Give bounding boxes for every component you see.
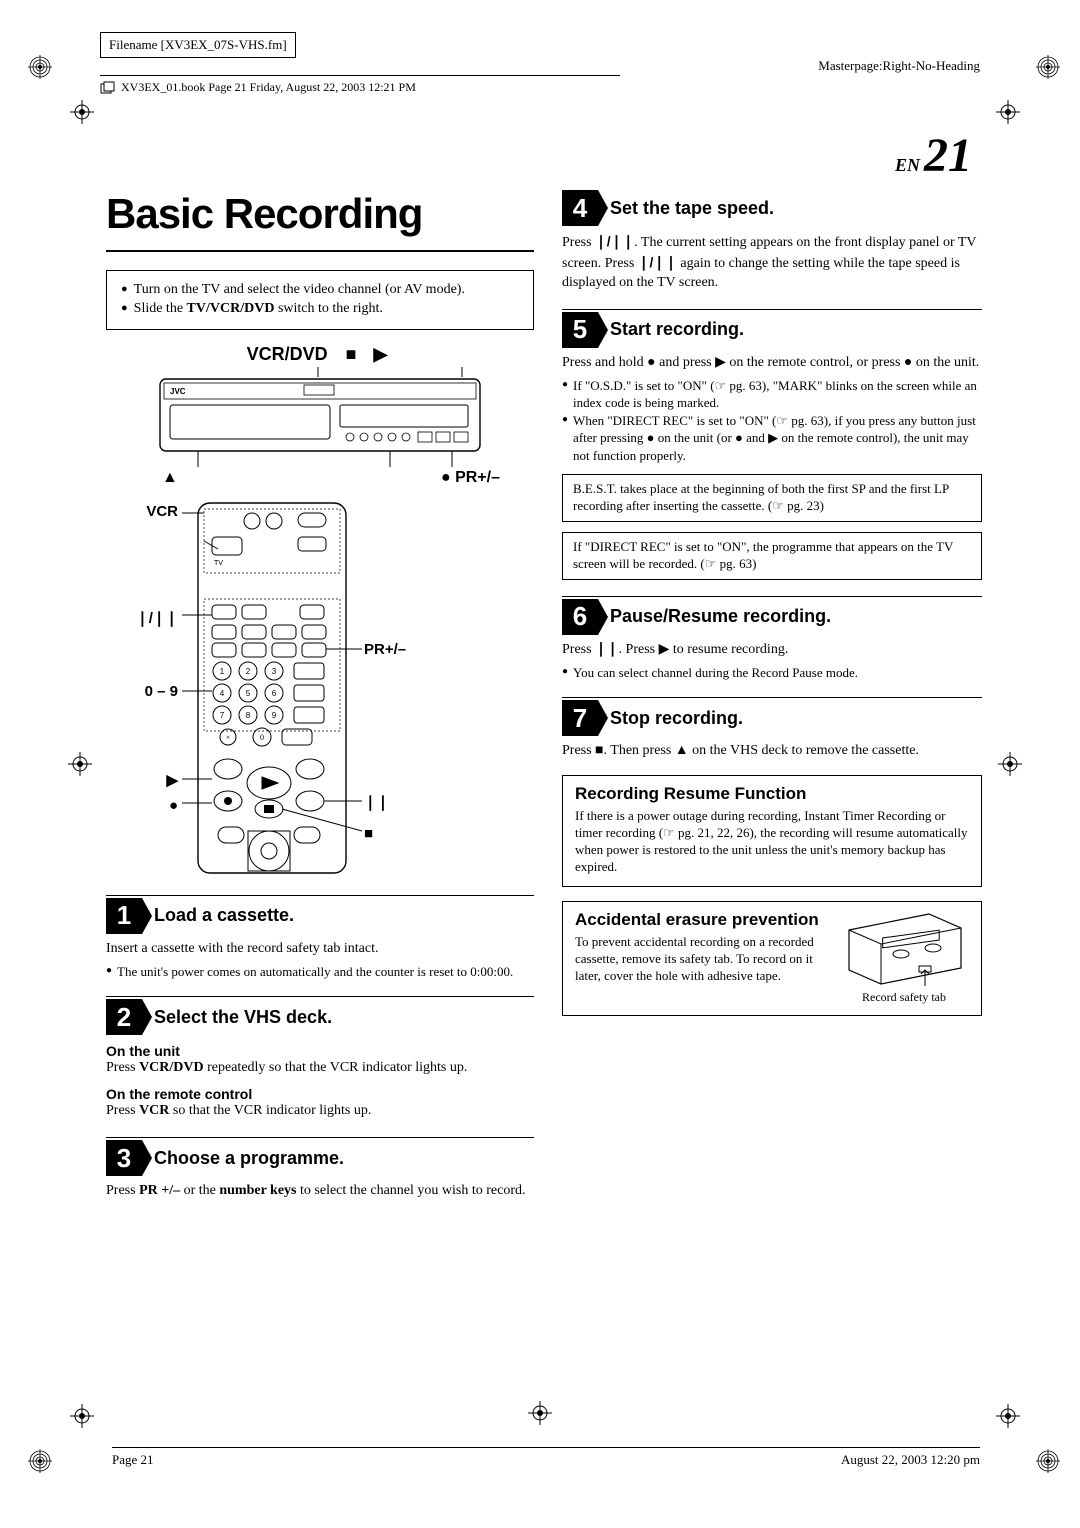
- step-bullet: You can select channel during the Record…: [562, 664, 982, 682]
- intro-item: Slide the TV/VCR/DVD switch to the right…: [121, 300, 519, 319]
- page-header: Filename [XV3EX_07S-VHS.fm]: [100, 32, 980, 58]
- center-mark-icon: [998, 752, 1022, 781]
- note-box: B.E.S.T. takes place at the beginning of…: [562, 474, 982, 522]
- step-number: 4: [562, 190, 598, 226]
- step-title: Select the VHS deck.: [154, 1007, 332, 1028]
- svg-text:5: 5: [246, 689, 251, 698]
- step-heading: 3 Choose a programme.: [106, 1137, 534, 1176]
- device-top-label: VCR/DVD■ ▶: [106, 344, 534, 365]
- step-body: Press ❘/❘❘. The current setting appears …: [562, 232, 982, 293]
- erasure-title: Accidental erasure prevention: [575, 910, 829, 930]
- rec-pr-symbol: ● PR+/–: [441, 469, 500, 487]
- erasure-box: Accidental erasure prevention To prevent…: [562, 901, 982, 1016]
- page-lang: EN: [895, 155, 920, 175]
- step-body: Press ■. Then press ▲ on the VHS deck to…: [562, 742, 982, 761]
- svg-text:×: ×: [226, 733, 231, 742]
- remote-label-pause: ❘❘: [364, 793, 389, 811]
- remote-label-stop: ■: [364, 825, 373, 842]
- step-body: Insert a cassette with the record safety…: [106, 940, 534, 959]
- step-number: 1: [106, 898, 142, 934]
- remote-figure: VCR ❘/❘❘ 0 – 9 ▶ ● TV: [106, 501, 534, 879]
- remote-label-play: ▶: [166, 771, 178, 789]
- step-title: Choose a programme.: [154, 1148, 344, 1169]
- svg-text:7: 7: [220, 711, 225, 720]
- step-heading: 2 Select the VHS deck.: [106, 996, 534, 1035]
- svg-text:9: 9: [272, 711, 277, 720]
- step-number: 6: [562, 599, 598, 635]
- step-heading: 5 Start recording.: [562, 309, 982, 348]
- svg-text:2: 2: [246, 667, 251, 676]
- page-number: EN 21: [895, 128, 972, 183]
- sub-heading: On the unit: [106, 1043, 534, 1059]
- step-body: Press VCR/DVD repeatedly so that the VCR…: [106, 1059, 534, 1078]
- svg-text:TV: TV: [214, 560, 223, 567]
- resume-body: If there is a power outage during record…: [575, 808, 969, 876]
- corner-radial-icon: [1036, 1449, 1060, 1473]
- step-bullet: When "DIRECT REC" is set to "ON" (☞ pg. …: [562, 412, 982, 465]
- corner-radial-icon: [28, 1449, 52, 1473]
- center-mark-icon: [528, 1401, 552, 1430]
- footer-date: August 22, 2003 12:20 pm: [841, 1452, 980, 1468]
- remote-label-vcr: VCR: [146, 503, 178, 520]
- filename-label: Filename [XV3EX_07S-VHS.fm]: [100, 32, 296, 58]
- center-mark-icon: [68, 752, 92, 781]
- page-title: Basic Recording: [106, 190, 534, 252]
- crop-mark-icon: [996, 1404, 1020, 1428]
- svg-text:JVC: JVC: [170, 387, 186, 396]
- resume-box: Recording Resume Function If there is a …: [562, 775, 982, 887]
- crop-mark-icon: [996, 100, 1020, 124]
- svg-text:0: 0: [260, 733, 264, 742]
- step-title: Load a cassette.: [154, 905, 294, 926]
- remote-label-pr: PR+/–: [364, 641, 406, 658]
- cassette-caption: Record safety tab: [839, 990, 969, 1005]
- breadcrumb-text: XV3EX_01.book Page 21 Friday, August 22,…: [121, 80, 416, 94]
- intro-item: Turn on the TV and select the video chan…: [121, 281, 519, 300]
- step-bullet: The unit's power comes on automatically …: [106, 963, 534, 981]
- note-box: If "DIRECT REC" is set to "ON", the prog…: [562, 532, 982, 580]
- crop-mark-icon: [70, 100, 94, 124]
- page-footer: Page 21 August 22, 2003 12:20 pm: [112, 1447, 980, 1468]
- step-number: 5: [562, 312, 598, 348]
- crop-mark-icon: [70, 1404, 94, 1428]
- svg-text:4: 4: [220, 689, 225, 698]
- intro-box: Turn on the TV and select the video chan…: [106, 270, 534, 330]
- svg-text:1: 1: [220, 667, 225, 676]
- step-body: Press ❘❘. Press ▶ to resume recording.: [562, 641, 982, 660]
- vhs-unit-figure: JVC: [140, 367, 500, 471]
- step-bullet: If "O.S.D." is set to "ON" (☞ pg. 63), "…: [562, 377, 982, 412]
- step-number: 7: [562, 700, 598, 736]
- remote-label-nums: 0 – 9: [145, 683, 178, 700]
- masterpage-label: Masterpage:Right-No-Heading: [818, 58, 980, 74]
- step-body: Press and hold ● and press ▶ on the remo…: [562, 354, 982, 373]
- sub-heading: On the remote control: [106, 1086, 534, 1102]
- resume-title: Recording Resume Function: [575, 784, 969, 804]
- svg-text:8: 8: [246, 711, 251, 720]
- step-heading: 6 Pause/Resume recording.: [562, 596, 982, 635]
- eject-symbol: ▲: [162, 469, 178, 487]
- breadcrumb: XV3EX_01.book Page 21 Friday, August 22,…: [100, 75, 620, 95]
- cassette-figure: Record safety tab: [839, 910, 969, 1005]
- step-number: 3: [106, 1140, 142, 1176]
- remote-label-speed: ❘/❘❘: [136, 609, 178, 627]
- svg-text:6: 6: [272, 689, 277, 698]
- svg-text:3: 3: [272, 667, 277, 676]
- page-num: 21: [924, 129, 972, 182]
- step-number: 2: [106, 999, 142, 1035]
- step-heading: 7 Stop recording.: [562, 697, 982, 736]
- step-title: Stop recording.: [610, 708, 743, 729]
- remote-label-rec: ●: [169, 797, 178, 814]
- footer-page: Page 21: [112, 1452, 154, 1468]
- corner-radial-icon: [28, 55, 52, 79]
- step-title: Pause/Resume recording.: [610, 606, 831, 627]
- step-heading: 1 Load a cassette.: [106, 895, 534, 934]
- erasure-body: To prevent accidental recording on a rec…: [575, 934, 829, 985]
- step-heading: 4 Set the tape speed.: [562, 190, 982, 226]
- step-title: Start recording.: [610, 319, 744, 340]
- step-body: Press PR +/– or the number keys to selec…: [106, 1182, 534, 1201]
- step-title: Set the tape speed.: [610, 198, 774, 219]
- step-body: Press VCR so that the VCR indicator ligh…: [106, 1102, 534, 1121]
- unit-bottom-labels: ▲ ● PR+/–: [106, 469, 534, 487]
- corner-radial-icon: [1036, 55, 1060, 79]
